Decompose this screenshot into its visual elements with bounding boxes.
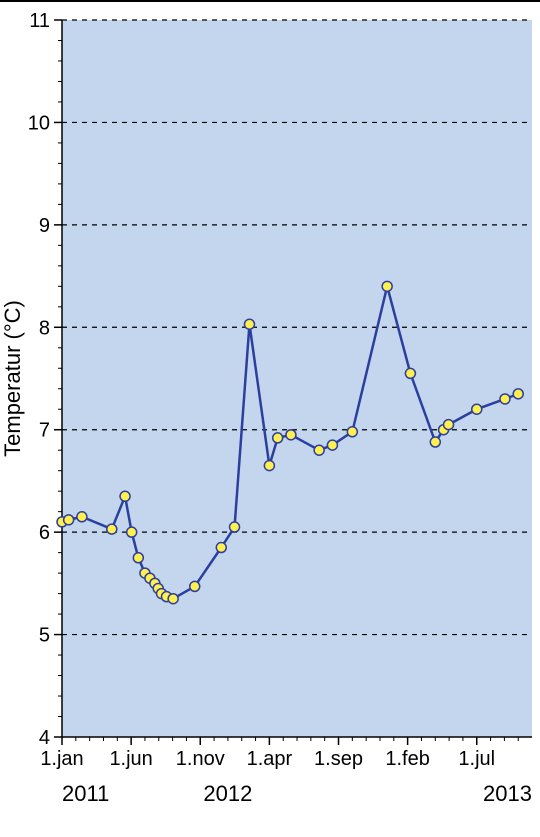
chart-container: 4 5 6 7 8 9 10 11 1.jan 1.jun 1.nov 1.apr 1.sep 1.feb… (0, 0, 540, 837)
data-marker (347, 427, 357, 437)
x-tick-label: 1.feb (385, 748, 429, 770)
y-tick-label: 8 (39, 317, 50, 339)
data-marker (264, 461, 274, 471)
x-tick-label: 1.sep (314, 748, 363, 770)
y-tick-label: 10 (28, 112, 50, 134)
y-tick-label: 6 (39, 522, 50, 544)
x-tick-label: 1.apr (247, 748, 293, 770)
data-marker (286, 430, 296, 440)
data-marker (190, 581, 200, 591)
year-label: 2012 (203, 781, 252, 806)
data-marker (216, 543, 226, 553)
x-tick-label: 1.jun (109, 748, 152, 770)
data-marker (107, 524, 117, 534)
data-marker (133, 553, 143, 563)
data-marker (327, 440, 337, 450)
data-marker (64, 515, 74, 525)
y-tick-label: 7 (39, 420, 50, 442)
x-tick-label: 1.jan (40, 748, 83, 770)
data-marker (444, 420, 454, 430)
data-marker (513, 389, 523, 399)
data-marker (230, 522, 240, 532)
data-marker (472, 404, 482, 414)
data-marker (273, 433, 283, 443)
y-axis-label: Temperatur (°C) (0, 300, 25, 457)
data-marker (77, 512, 87, 522)
year-label: 2013 (483, 781, 532, 806)
data-marker (430, 437, 440, 447)
plot-background (62, 20, 532, 737)
x-tick-label: 1.nov (176, 748, 225, 770)
y-tick-label: 11 (29, 10, 50, 32)
y-tick-label: 9 (39, 215, 50, 237)
data-marker (500, 394, 510, 404)
data-marker (382, 281, 392, 291)
temperature-chart: 4 5 6 7 8 9 10 11 1.jan 1.jun 1.nov 1.apr 1.sep 1.feb… (0, 2, 540, 837)
year-label: 2011 (62, 781, 109, 806)
data-marker (244, 319, 254, 329)
data-marker (127, 527, 137, 537)
x-tick-label: 1.jul (458, 748, 495, 770)
data-marker (168, 594, 178, 604)
y-tick-label: 4 (39, 727, 50, 749)
data-marker (405, 368, 415, 378)
y-tick-label: 5 (39, 625, 50, 647)
data-marker (314, 445, 324, 455)
data-marker (120, 491, 130, 501)
